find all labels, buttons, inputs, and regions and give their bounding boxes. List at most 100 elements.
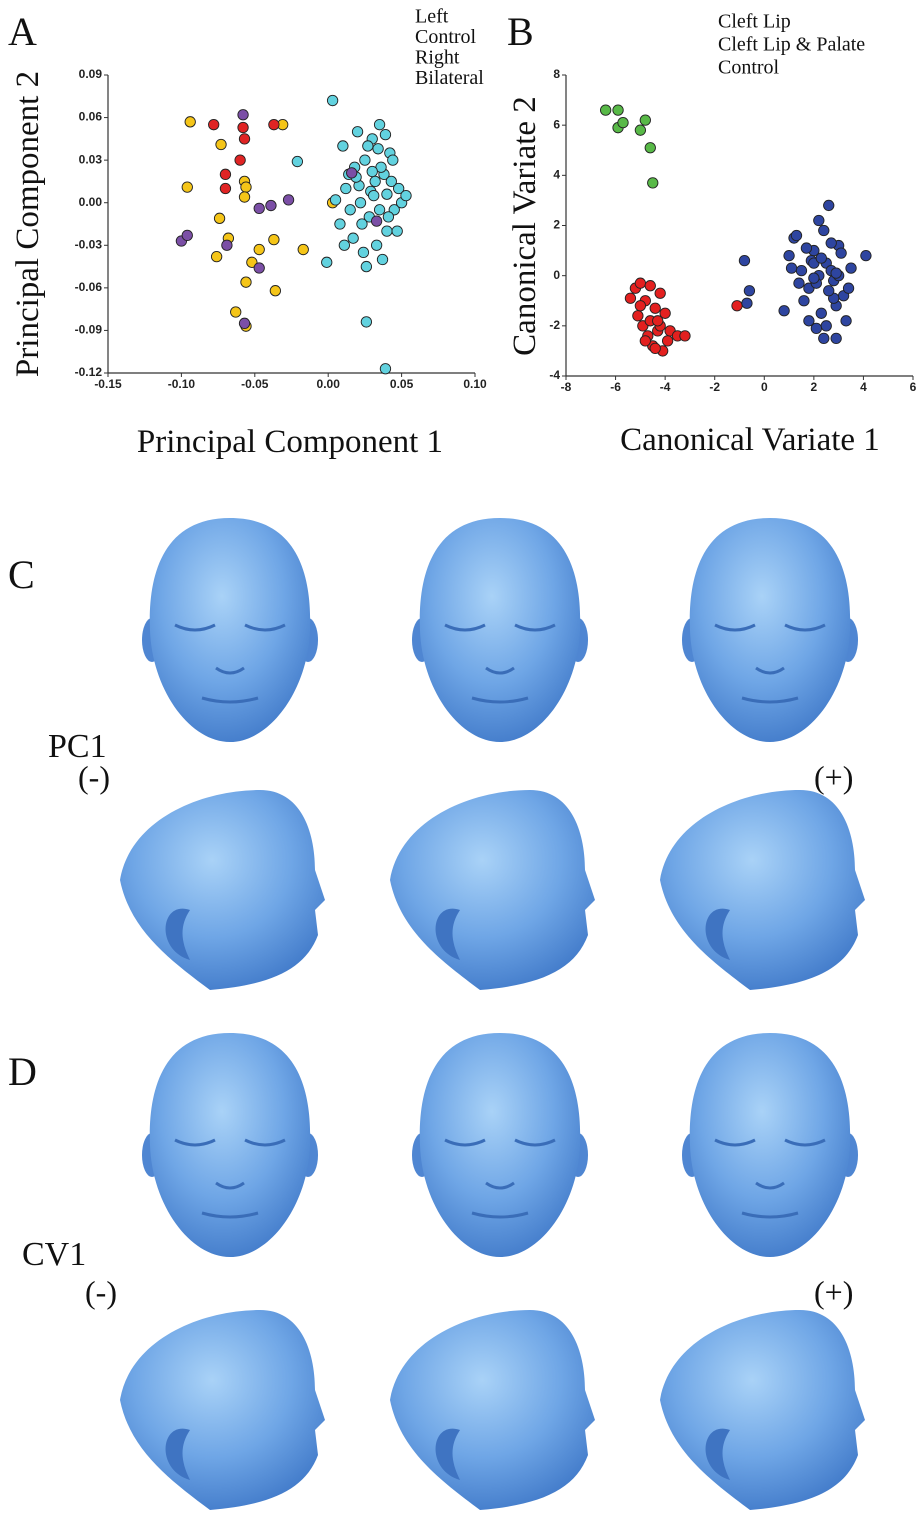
- point: [265, 199, 277, 212]
- x-tick-label: 0.10: [463, 377, 487, 391]
- point: [818, 224, 830, 237]
- x-tick-label: -0.05: [241, 377, 269, 391]
- point: [830, 267, 842, 279]
- point: [246, 256, 258, 268]
- point: [649, 302, 661, 314]
- ear: [705, 908, 730, 960]
- x-axis-label: Principal Component 1: [137, 424, 443, 460]
- y-tick-label: -0.03: [75, 237, 103, 251]
- minus-label: (-): [78, 759, 110, 795]
- point: [366, 165, 378, 178]
- y-tick-label: 0: [553, 268, 560, 282]
- x-tick-label: -0.15: [94, 377, 122, 391]
- point: [654, 287, 666, 299]
- plus-label: (+): [814, 1274, 853, 1310]
- y-tick-label: -0.06: [75, 280, 103, 294]
- point: [381, 188, 393, 200]
- point: [639, 114, 651, 126]
- point: [391, 225, 403, 237]
- point: [321, 256, 333, 268]
- face-side: [390, 790, 595, 990]
- face-renders: [120, 518, 865, 1510]
- point: [823, 285, 835, 297]
- point: [652, 315, 664, 327]
- point: [778, 305, 790, 317]
- point: [351, 126, 364, 138]
- point: [238, 133, 251, 145]
- point: [393, 182, 405, 195]
- point: [382, 211, 395, 223]
- point: [634, 277, 647, 289]
- point: [795, 264, 808, 277]
- point: [210, 250, 223, 263]
- face-side: [120, 790, 325, 990]
- mouth: [201, 1211, 259, 1219]
- point: [354, 197, 367, 209]
- point: [385, 175, 397, 188]
- point: [783, 249, 795, 262]
- face-side: [390, 1310, 595, 1510]
- point: [240, 181, 252, 193]
- eye: [514, 623, 556, 632]
- point: [381, 225, 393, 237]
- point: [181, 181, 193, 193]
- eye: [174, 623, 216, 632]
- point: [818, 332, 830, 345]
- legend-entry: Right: [415, 47, 460, 69]
- point: [612, 104, 624, 116]
- face-front: [149, 518, 311, 742]
- point: [268, 233, 280, 246]
- x-tick-label: -4: [660, 380, 671, 394]
- point: [639, 335, 651, 347]
- y-axis-label: Canonical Variate 2: [507, 96, 543, 356]
- point: [659, 307, 671, 319]
- point: [253, 202, 265, 215]
- point: [253, 262, 265, 274]
- panel-label: B: [507, 9, 534, 54]
- point: [379, 363, 392, 375]
- point: [184, 116, 196, 128]
- point: [400, 189, 412, 202]
- point: [181, 229, 193, 242]
- x-tick-label: 6: [910, 380, 917, 394]
- point: [221, 239, 233, 251]
- point: [815, 252, 827, 264]
- face-front: [689, 518, 851, 742]
- point: [357, 246, 370, 259]
- point: [647, 177, 659, 189]
- point: [731, 300, 743, 312]
- eye: [514, 1138, 556, 1147]
- point: [360, 260, 373, 273]
- y-tick-label: 2: [553, 218, 560, 232]
- point: [373, 204, 386, 216]
- face-front: [149, 1033, 311, 1257]
- plus-label: (+): [814, 759, 853, 795]
- y-tick-label: 0.06: [79, 110, 103, 124]
- ear: [435, 1428, 460, 1480]
- point: [370, 239, 383, 251]
- point: [344, 204, 356, 216]
- face-front: [419, 1033, 581, 1257]
- point: [291, 155, 304, 168]
- point: [785, 262, 798, 274]
- point: [369, 175, 381, 188]
- y-tick-label: -4: [549, 368, 560, 382]
- eye: [714, 1138, 756, 1147]
- y-tick-label: 8: [553, 67, 560, 81]
- point: [679, 330, 691, 342]
- point: [634, 124, 647, 136]
- legend-entry: Cleft Lip & Palate: [718, 34, 865, 56]
- point: [803, 315, 815, 327]
- point: [362, 140, 374, 152]
- point: [860, 249, 872, 262]
- eye: [244, 1138, 286, 1147]
- face-side: [660, 1310, 865, 1510]
- y-tick-label: 0.03: [79, 152, 103, 166]
- point: [813, 214, 825, 227]
- eye: [244, 623, 286, 632]
- point: [808, 272, 820, 284]
- point: [790, 229, 803, 242]
- y-tick-label: -0.12: [75, 365, 103, 379]
- eye: [174, 1138, 216, 1147]
